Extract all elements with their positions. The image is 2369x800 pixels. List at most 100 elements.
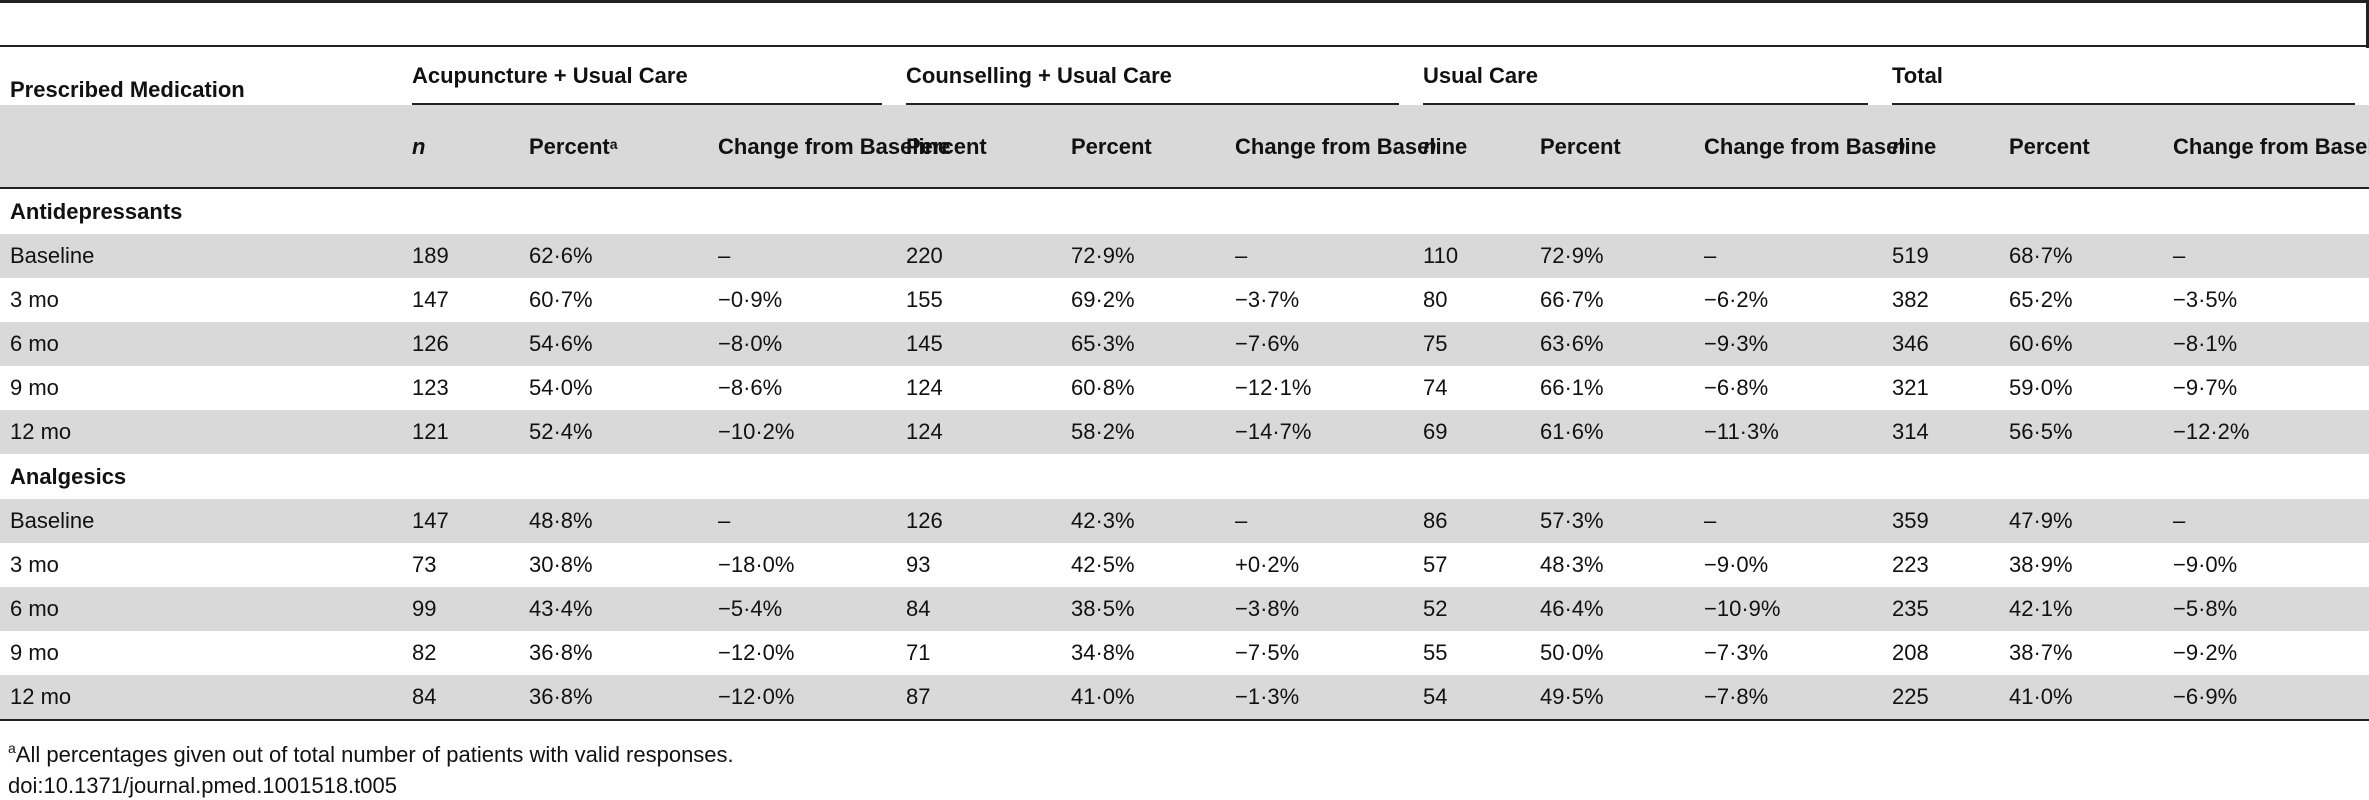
table-cell: −1·3% [1225,675,1413,721]
table-cell: 56·5% [1999,410,2163,454]
subheader: Percent [1061,105,1225,189]
row-label: 12 mo [0,675,402,721]
table-cell: −6·9% [2163,675,2369,721]
row-label: Baseline [0,499,402,543]
table-cell: 99 [402,587,519,631]
group-header: Acupuncture + Usual Care [402,47,896,105]
table-cell: 48·3% [1540,552,1604,577]
subheader: n [1413,105,1530,189]
table-cell: 225 [1882,675,1999,721]
subheader: Percenta [519,105,708,189]
table-cell: −12·0% [708,675,896,721]
table-cell: 69 [1413,410,1530,454]
table-cell: 63·6% [1530,322,1694,366]
table-cell: −8·6% [718,375,783,400]
table-cell: 86 [1413,499,1530,543]
table-cell: 68·7% [1999,234,2163,278]
row-label: 12 mo [0,410,402,454]
table-cell: 121 [402,410,519,454]
table-cell: 60·8% [1071,375,1135,400]
table-cell: 321 [1892,375,1929,400]
table-cell: – [1225,499,1413,543]
section-header-row: Analgesics [0,454,2369,499]
table-cell: 74 [1423,375,1448,400]
table-cell: 124 [906,375,943,400]
table-cell: 66·7% [1540,287,1604,312]
row-header: Prescribed Medication [10,77,245,102]
table-cell: −12·1% [1235,375,1312,400]
table-cell: −10·2% [708,410,896,454]
table-cell: +0·2% [1235,552,1300,577]
table-cell: 55 [1423,640,1448,665]
group-header-row: Prescribed Medication Acupuncture + Usua… [0,47,2369,105]
table-cell: −0·9% [718,287,783,312]
table-cell: 34·8% [1071,640,1135,665]
table-cell: 147 [412,287,449,312]
subheader-blank [0,105,402,189]
table-cell: 59·0% [2009,375,2073,400]
table-cell: 41·0% [1999,675,2163,721]
table-cell: 80 [1423,287,1448,312]
table-row: 12 mo 121 52·4% −10·2% 124 58·2% −14·7% 69 61·6%… [0,410,2369,454]
table-cell: 84 [896,587,1061,631]
table-cell: 359 [1882,499,1999,543]
table-row: 6 mo 126 54·6% −8·0% 145 65·3% −7·6% 75 63·6% −9·… [0,322,2369,366]
table-cell: −9·2% [2173,640,2238,665]
table-cell: 75 [1413,322,1530,366]
table-cell: −10·9% [1694,587,1882,631]
table-cell: – [708,234,896,278]
table-cell: 42·3% [1061,499,1225,543]
doi-text: doi:10.1371/journal.pmed.1001518.t005 [8,773,397,798]
table-cell: – [1694,234,1882,278]
subheader: Change from Baseline [708,105,950,189]
table-cell: 30·8% [529,552,593,577]
table-cell: 314 [1882,410,1999,454]
section-title: Analgesics [10,463,127,489]
subheader: Change from Baseline [2163,105,2369,189]
table-cell: 65·3% [1061,322,1225,366]
table-row: 6 mo 99 43·4% −5·4% 84 38·5% −3·8% 52 46·4% −10·9… [0,587,2369,631]
row-label: 9 mo [10,375,59,400]
table-cell: −14·7% [1225,410,1413,454]
table-cell: 223 [1892,552,1929,577]
table-cell: 62·6% [519,234,708,278]
table-cell: 110 [1413,234,1530,278]
table-cell: 38·5% [1061,587,1225,631]
table-cell: 43·4% [519,587,708,631]
table-cell: 52 [1413,587,1530,631]
table-cell: 38·7% [2009,640,2073,665]
table-cell: 346 [1882,322,1999,366]
row-label: 3 mo [10,552,59,577]
subheader: Percent [1530,105,1694,189]
subheader: Change from Baseline [1225,105,1467,189]
table-cell: 87 [896,675,1061,721]
table-cell: 36·8% [519,675,708,721]
table-cell: −3·5% [2173,287,2238,312]
table-cell: 36·8% [529,640,593,665]
table-cell: 49·5% [1530,675,1694,721]
table-row: 9 mo 82 36·8% −12·0% 71 34·8% −7·5% 55 50·0% −7·3… [0,631,2369,675]
table-cell: −8·1% [2163,322,2369,366]
table-row: Baseline 147 48·8% –126 42·3% –86 57·3% –359 47·… [0,499,2369,543]
table-cell: −7·5% [1235,640,1300,665]
subheader: n [402,105,519,189]
table-cell: 73 [412,552,437,577]
subheader: n [1882,105,1999,189]
table-cell: – [2163,234,2369,278]
table-cell: 50·0% [1540,640,1604,665]
table-cell: −6·2% [1704,287,1769,312]
table-cell: −3·7% [1235,287,1300,312]
table-cell: 126 [402,322,519,366]
table-cell: 382 [1892,287,1929,312]
table-cell: 519 [1882,234,1999,278]
table-cell: 54·6% [519,322,708,366]
table-cell: 38·9% [2009,552,2073,577]
table-cell: −11·3% [1694,410,1882,454]
table-cell: −5·4% [708,587,896,631]
table-cell: 155 [906,287,943,312]
table-cell: 61·6% [1530,410,1694,454]
table-cell: 124 [896,410,1061,454]
table-cell: 147 [402,499,519,543]
table-cell: −7·8% [1694,675,1882,721]
group-header: Usual Care [1413,47,1882,105]
